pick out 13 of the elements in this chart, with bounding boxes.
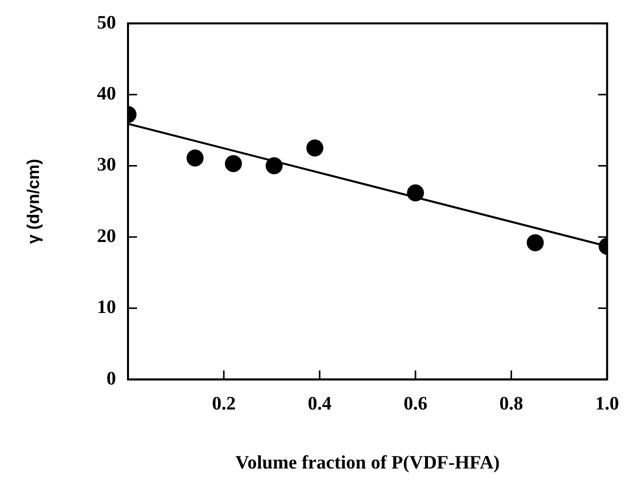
y-tick-label: 0 [106,368,116,390]
y-tick-label: 10 [97,297,116,318]
y-tick-label: 20 [97,226,116,247]
x-tick-label: 0.6 [404,394,428,415]
x-tick-label: 0.4 [308,394,332,415]
y-tick-label: 40 [97,84,116,105]
y-axis-title: γ (dyn/cm) [24,158,43,244]
y-tick-label: 30 [97,154,116,176]
x-tick-label: 0.2 [212,394,236,415]
x-tick-label: 1.0 [595,394,619,415]
x-axis-title: Volume fraction of P(VDF-HFA) [235,452,500,474]
x-tick-label: 0.8 [499,394,524,415]
y-tick-label: 50 [97,12,116,34]
